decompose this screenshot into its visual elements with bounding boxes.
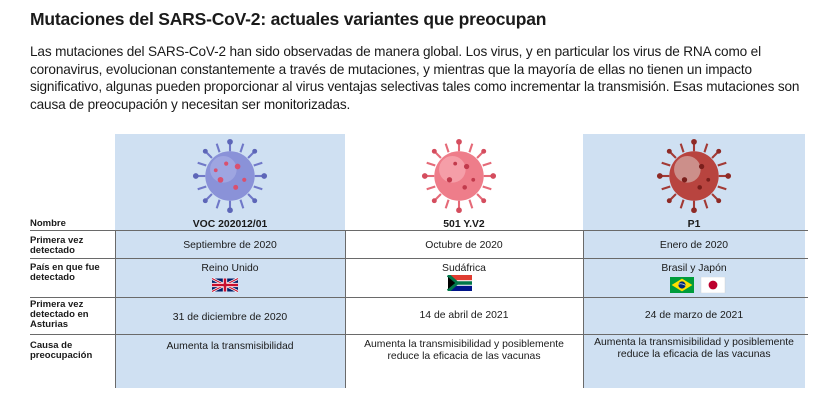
- row-divider: [30, 334, 808, 335]
- row-label-country: País en que fue detectado: [30, 262, 100, 283]
- variant-first-detected: Octubre de 2020: [425, 240, 503, 251]
- variant-first-detected: Enero de 2020: [659, 240, 729, 251]
- south-africa-flag-icon: [447, 275, 472, 291]
- virus-p1-icon: [656, 138, 732, 214]
- virus-501yv2-icon: [421, 138, 497, 214]
- variant-country: Brasil y Japón: [661, 263, 727, 274]
- brazil-flag-icon: [670, 277, 694, 293]
- variant-concern: Aumenta la transmisibilidad y posiblemen…: [594, 337, 794, 360]
- uk-flag-icon: [212, 277, 238, 293]
- japan-flag-icon: [700, 277, 726, 293]
- variant-first-detected: Septiembre de 2020: [183, 240, 277, 251]
- variant-asturias-date: 31 de diciembre de 2020: [172, 312, 288, 323]
- row-label-asturias: Primera vez detectado en Asturias: [30, 299, 89, 330]
- row-divider: [30, 297, 808, 298]
- variant-asturias-date: 14 de abril de 2021: [419, 310, 509, 321]
- row-divider: [30, 230, 808, 231]
- variant-name: P1: [687, 219, 701, 230]
- row-divider: [30, 258, 808, 259]
- row-label-concern: Causa de preocupación: [30, 340, 93, 361]
- variant-name: VOC 202012/01: [192, 219, 268, 230]
- variant-asturias-date: 24 de marzo de 2021: [644, 310, 744, 321]
- row-label-name: Nombre: [30, 218, 66, 229]
- column-divider: [115, 230, 116, 388]
- column-divider: [345, 230, 346, 388]
- column-divider: [583, 230, 584, 388]
- variant-country: Reino Unido: [201, 263, 259, 274]
- variant-name: 501 Y.V2: [443, 219, 485, 230]
- intro-paragraph: Las mutaciones del SARS-CoV-2 han sido o…: [30, 44, 800, 112]
- variant-country: Sudáfrica: [442, 263, 486, 274]
- row-label-first-detected: Primera vez detectado: [30, 235, 84, 256]
- page-title: Mutaciones del SARS-CoV-2: actuales vari…: [30, 9, 547, 29]
- virus-voc-icon: [192, 138, 268, 214]
- variant-concern: Aumenta la transmisibilidad: [166, 341, 294, 352]
- variant-concern: Aumenta la transmisibilidad y posiblemen…: [364, 339, 564, 362]
